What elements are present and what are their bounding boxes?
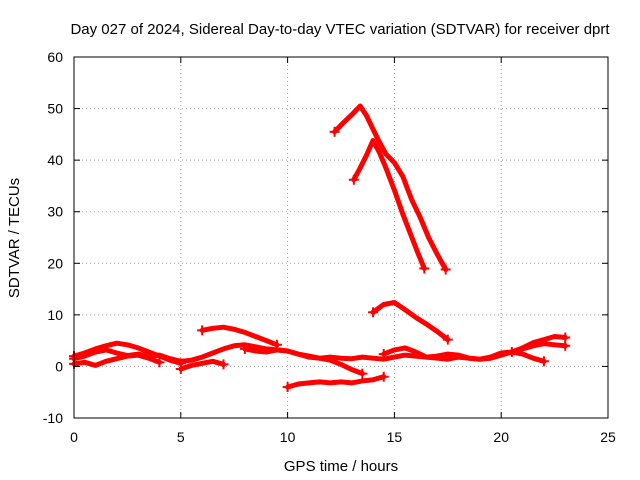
series-track-3 bbox=[71, 352, 162, 368]
plot-frame bbox=[73, 56, 609, 419]
x-tick-label: 10 bbox=[280, 429, 296, 445]
y-tick-label: -10 bbox=[43, 410, 63, 426]
y-tick-label: 60 bbox=[47, 49, 63, 65]
y-axis-label: SDTVAR / TECUs bbox=[6, 178, 23, 298]
x-axis-label: GPS time / hours bbox=[284, 458, 398, 475]
x-tick-label: 5 bbox=[177, 429, 185, 445]
series-track-9 bbox=[351, 138, 427, 271]
series-track-2 bbox=[71, 340, 184, 366]
y-tick-label: 20 bbox=[47, 255, 63, 271]
y-tick-label: 50 bbox=[47, 101, 63, 117]
grid-lines bbox=[74, 57, 608, 418]
axis-ticks: 0 5 10 15 20 25 -10 0 10 20 30 40 50 60 bbox=[43, 49, 616, 445]
series-track-11 bbox=[381, 345, 547, 364]
x-tick-label: 25 bbox=[600, 429, 616, 445]
series-track-6 bbox=[242, 346, 365, 377]
series-track-8 bbox=[332, 103, 449, 272]
x-tick-label: 20 bbox=[493, 429, 509, 445]
y-tick-label: 0 bbox=[55, 358, 63, 374]
chart-title: Day 027 of 2024, Sidereal Day-to-day VTE… bbox=[70, 21, 610, 38]
x-tick-label: 0 bbox=[70, 429, 78, 445]
series-track-4 bbox=[178, 358, 226, 372]
series-track-10 bbox=[370, 300, 451, 343]
series-track-7 bbox=[285, 374, 387, 390]
series-track-12 bbox=[509, 334, 568, 355]
series-track-5 bbox=[199, 324, 280, 348]
y-tick-label: 40 bbox=[47, 152, 63, 168]
x-tick-label: 15 bbox=[387, 429, 403, 445]
data-series bbox=[69, 103, 571, 393]
y-tick-label: 10 bbox=[47, 307, 63, 323]
y-tick-label: 30 bbox=[47, 204, 63, 220]
